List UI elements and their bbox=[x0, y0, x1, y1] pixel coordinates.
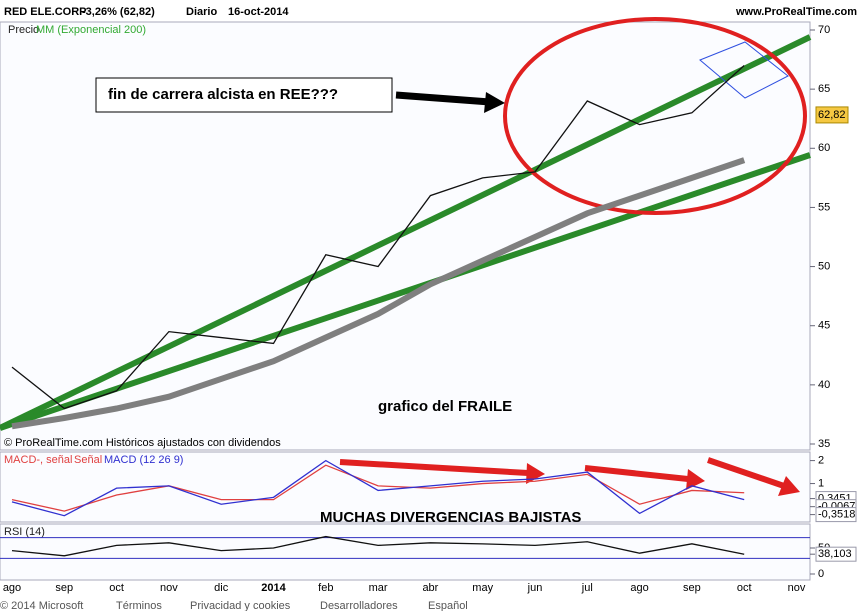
change: -3,26% (62,82) bbox=[82, 6, 155, 18]
legend: MM (Exponencial 200) bbox=[36, 24, 146, 36]
trend-line bbox=[0, 34, 812, 431]
arrows bbox=[339, 457, 785, 489]
series-line bbox=[11, 459, 745, 517]
y-tick-label: 50 bbox=[818, 260, 830, 272]
x-tick-label: dic bbox=[214, 582, 229, 594]
footer-link[interactable]: Privacidad y cookies bbox=[190, 600, 291, 612]
y-tick-label: 0 bbox=[818, 568, 824, 580]
symbol: RED ELE.CORP bbox=[4, 6, 87, 18]
highlight-circle bbox=[503, 17, 807, 215]
arrow bbox=[395, 91, 491, 106]
footer-link[interactable]: Términos bbox=[116, 600, 162, 612]
series-line bbox=[11, 535, 745, 557]
value-tag bbox=[815, 507, 857, 523]
note-box bbox=[95, 77, 393, 113]
source: © ProRealTime.com Históricos ajustados c… bbox=[4, 437, 281, 449]
x-tick-label: sep bbox=[683, 582, 701, 594]
footer-link[interactable]: Español bbox=[428, 600, 468, 612]
panel-title: Precio bbox=[8, 24, 39, 36]
note: fin de carrera alcista en REE??? bbox=[108, 86, 338, 103]
x-tick-label: abr bbox=[422, 582, 438, 594]
footer-link[interactable]: © 2014 Microsoft bbox=[0, 600, 83, 612]
y-tick-label: 60 bbox=[818, 142, 830, 154]
site: www.ProRealTime.com bbox=[735, 6, 857, 18]
price-tag bbox=[815, 106, 849, 124]
y-tick-label: 1 bbox=[818, 477, 824, 489]
panel-title: RSI (14) bbox=[4, 526, 45, 538]
y-tick-label: 35 bbox=[818, 438, 830, 450]
date: 16-oct-2014 bbox=[228, 6, 289, 18]
x-tick-label: ago bbox=[3, 582, 21, 594]
pattern bbox=[699, 41, 789, 99]
price-label: 62,82 bbox=[818, 109, 846, 121]
x-tick-label: sep bbox=[55, 582, 73, 594]
trend-line bbox=[0, 152, 811, 431]
x-tick-label: ago bbox=[630, 582, 648, 594]
x-tick-label: nov bbox=[788, 582, 806, 594]
x-tick-label: mar bbox=[369, 582, 388, 594]
x-tick-label: oct bbox=[737, 582, 752, 594]
x-tick-label: oct bbox=[109, 582, 124, 594]
series-line bbox=[11, 464, 745, 512]
x-tick-label: feb bbox=[318, 582, 333, 594]
y-tick-label: 45 bbox=[818, 320, 830, 332]
series-line bbox=[11, 65, 745, 410]
y-tick-label: 38,103 bbox=[818, 548, 852, 560]
y-tick-label: 40 bbox=[818, 379, 830, 391]
period: Diario bbox=[186, 6, 217, 18]
y-tick-label: 55 bbox=[818, 201, 830, 213]
y-tick-label: 70 bbox=[818, 24, 830, 36]
x-tick-label: may bbox=[472, 582, 493, 594]
x-tick-label: nov bbox=[160, 582, 178, 594]
y-tick-label: 2 bbox=[818, 454, 824, 466]
moving-average bbox=[11, 157, 746, 430]
y-tick-label: 65 bbox=[818, 83, 830, 95]
arrowhead bbox=[484, 92, 505, 113]
legend: Señal bbox=[74, 454, 102, 466]
legend: MACD (12 26 9) bbox=[104, 454, 183, 466]
y-tick-label: -0,3518 bbox=[818, 509, 855, 521]
note: grafico del FRAILE bbox=[378, 398, 512, 415]
x-tick-label: 2014 bbox=[261, 582, 286, 594]
x-tick-label: jun bbox=[527, 582, 543, 594]
footer-link[interactable]: Desarrolladores bbox=[320, 600, 398, 612]
x-tick-label: jul bbox=[581, 582, 593, 594]
note: MUCHAS DIVERGENCIAS BAJISTAS bbox=[320, 509, 581, 526]
value-tag bbox=[815, 546, 857, 562]
panel-title: MACD-, señal bbox=[4, 454, 72, 466]
